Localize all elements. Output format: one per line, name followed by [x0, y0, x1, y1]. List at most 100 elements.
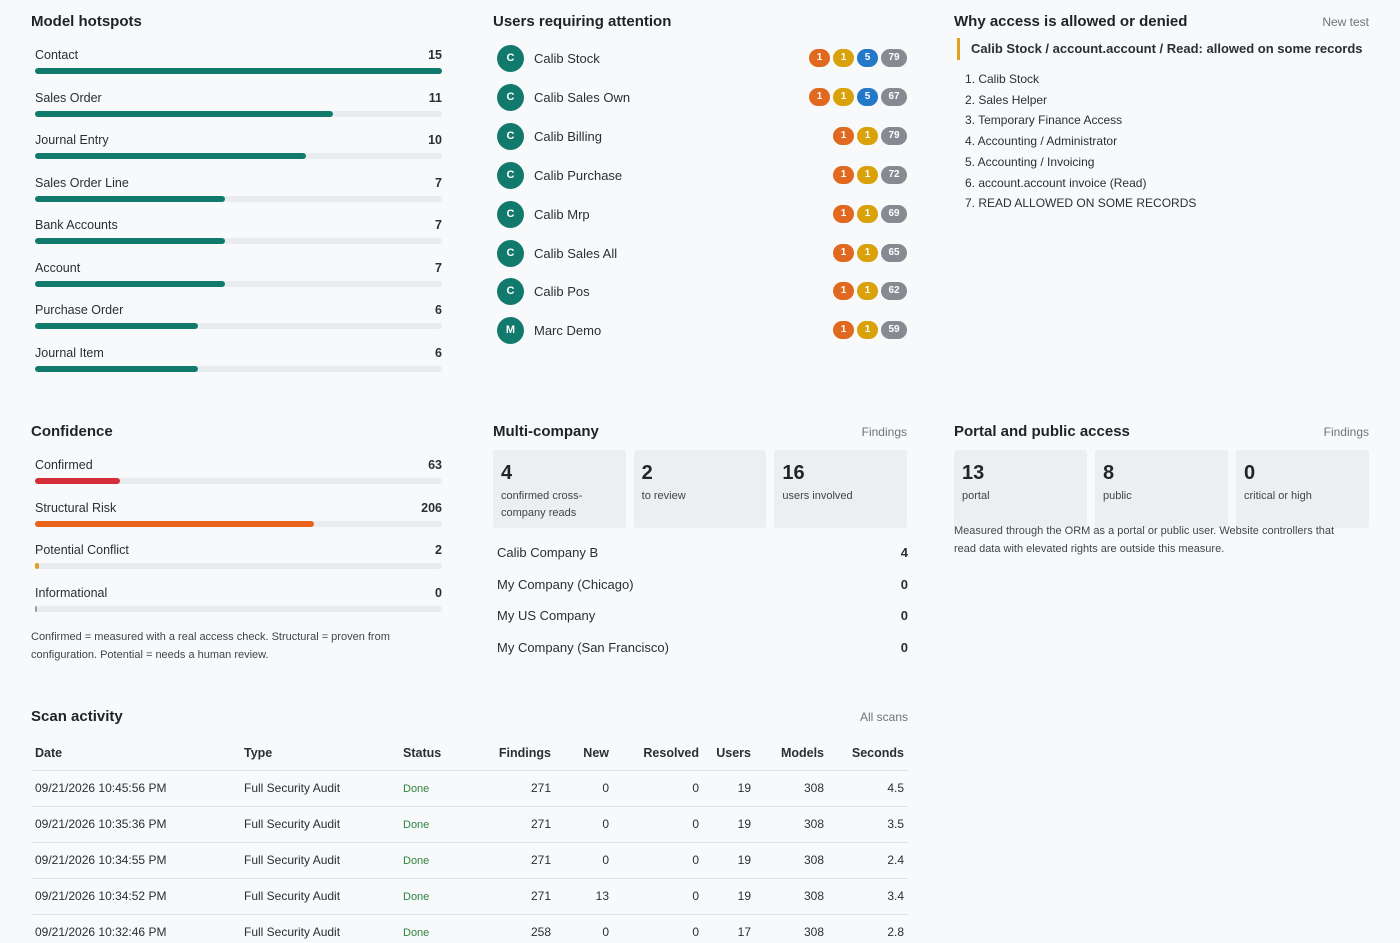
user-badges: 1 1 79	[833, 126, 907, 145]
column-header[interactable]: Models	[755, 736, 828, 771]
user-name[interactable]: Calib Sales Own	[534, 89, 631, 105]
hotspot-row[interactable]: Sales Order Line 7	[35, 176, 442, 216]
table-cell: 0	[613, 842, 703, 879]
table-cell: 0	[555, 914, 613, 943]
hotspot-bar-fill	[35, 238, 225, 244]
why-heading: Calib Stock / account.account / Read: al…	[957, 38, 1371, 60]
table-cell: Full Security Audit	[240, 878, 399, 915]
hotspot-row[interactable]: Bank Accounts 7	[35, 218, 442, 258]
count-badge: 5	[857, 87, 878, 106]
hotspot-label: Account	[35, 260, 81, 275]
confidence-bar-track	[35, 478, 442, 484]
hotspot-value: 11	[428, 90, 442, 105]
user-row[interactable]: C Calib Sales All 1 1 65	[497, 239, 907, 270]
user-row[interactable]: C Calib Mrp 1 1 69	[497, 200, 907, 231]
new-test-link[interactable]: New test	[1322, 15, 1369, 29]
user-name[interactable]: Calib Purchase	[534, 167, 623, 183]
user-badges: 1 1 72	[833, 165, 907, 184]
stat-number: 0	[1244, 462, 1256, 484]
table-cell: 271	[465, 806, 555, 843]
confidence-bar-fill	[35, 478, 121, 484]
users-attention-title: Users requiring attention	[493, 13, 672, 30]
confidence-label: Potential Conflict	[35, 543, 129, 557]
column-header[interactable]: Status	[399, 736, 465, 771]
hotspot-bar-fill	[35, 323, 198, 329]
column-header[interactable]: Findings	[465, 736, 555, 771]
user-row[interactable]: M Marc Demo 1 1 59	[497, 317, 907, 347]
hotspot-row[interactable]: Purchase Order 6	[35, 303, 442, 343]
confidence-bar-track	[35, 520, 442, 527]
column-header[interactable]: Resolved	[613, 736, 703, 771]
confidence-bar-fill	[35, 605, 38, 612]
count-badge: 1	[857, 321, 878, 340]
stat-number: 4	[501, 462, 513, 484]
hotspot-bar-fill	[35, 280, 225, 287]
user-name[interactable]: Calib Billing	[534, 128, 602, 144]
status-badge: Done	[403, 891, 430, 903]
column-header[interactable]: Seconds	[828, 736, 908, 771]
count-badge: 1	[857, 165, 878, 184]
confidence-value: 63	[428, 458, 442, 472]
column-header[interactable]: New	[555, 736, 613, 771]
hotspot-row[interactable]: Account 7	[35, 261, 442, 301]
table-row[interactable]: 09/21/2026 10:45:56 PM Full Security Audi…	[31, 770, 908, 807]
confidence-row[interactable]: Informational 0	[35, 586, 442, 626]
table-cell: 0	[555, 842, 613, 879]
table-cell: 258	[465, 914, 555, 943]
table-row[interactable]: 09/21/2026 10:34:52 PM Full Security Audi…	[31, 878, 908, 915]
user-row[interactable]: C Calib Purchase 1 1 72	[497, 161, 907, 192]
company-row[interactable]: Calib Company B 4	[497, 545, 908, 565]
all-scans-link[interactable]: All scans	[859, 710, 908, 724]
confidence-bar-fill	[35, 563, 40, 569]
user-name[interactable]: Calib Pos	[534, 284, 590, 300]
count-badge: 79	[881, 49, 907, 67]
multi-company-findings-link[interactable]: Findings	[861, 425, 907, 439]
table-row[interactable]: 09/21/2026 10:34:55 PM Full Security Audi…	[31, 842, 908, 879]
column-header[interactable]: Type	[240, 736, 399, 771]
confidence-row[interactable]: Structural Risk 206	[35, 501, 442, 541]
user-name[interactable]: Calib Stock	[534, 51, 600, 66]
user-row[interactable]: C Calib Stock 1 1 5 79	[497, 45, 907, 75]
confidence-label: Informational	[35, 585, 108, 600]
count-badge: 72	[881, 165, 907, 184]
hotspot-row[interactable]: Sales Order 11	[35, 91, 442, 131]
hotspot-row[interactable]: Journal Entry 10	[35, 133, 442, 173]
count-badge: 79	[881, 126, 907, 145]
user-row[interactable]: C Calib Pos 1 1 62	[497, 278, 907, 308]
table-cell: 0	[555, 806, 613, 843]
company-row[interactable]: My US Company 0	[497, 608, 908, 628]
user-name[interactable]: Calib Sales All	[534, 245, 618, 261]
company-row[interactable]: My Company (San Francisco) 0	[497, 640, 908, 660]
avatar: C	[497, 239, 524, 267]
scan-table: Date Type Status Findings New Resolved Users Mo…	[31, 736, 908, 943]
avatar: M	[497, 317, 524, 345]
table-cell: 308	[755, 878, 828, 915]
count-badge: 1	[833, 165, 854, 184]
table-cell: Done	[399, 770, 465, 807]
company-row[interactable]: My Company (Chicago) 0	[497, 577, 908, 597]
confidence-label: Confirmed	[35, 458, 93, 472]
hotspot-value: 10	[428, 133, 442, 147]
user-name[interactable]: Marc Demo	[534, 323, 602, 339]
company-name: My Company (San Francisco)	[497, 640, 669, 656]
hotspot-row[interactable]: Journal Item 6	[35, 346, 442, 386]
user-row[interactable]: C Calib Sales Own 1 1 5 67	[497, 83, 907, 114]
hotspot-row[interactable]: Contact 15	[35, 48, 442, 88]
table-row[interactable]: 09/21/2026 10:32:46 PM Full Security Audi…	[31, 914, 908, 943]
table-cell: 19	[703, 842, 755, 879]
column-header[interactable]: Date	[31, 736, 240, 771]
column-header[interactable]: Users	[703, 736, 755, 771]
table-row[interactable]: 09/21/2026 10:35:36 PM Full Security Audi…	[31, 806, 908, 843]
confidence-row[interactable]: Potential Conflict 2	[35, 543, 442, 583]
confidence-value: 2	[435, 543, 442, 557]
portal-panel: Portal and public access Findings 13 port…	[954, 423, 1369, 563]
user-row[interactable]: C Calib Billing 1 1 79	[497, 122, 907, 153]
hotspot-bar-track	[35, 195, 442, 202]
hotspot-bar-track	[35, 323, 442, 329]
confidence-row[interactable]: Confirmed 63	[35, 458, 442, 498]
user-name[interactable]: Calib Mrp	[534, 206, 590, 222]
count-badge: 67	[881, 87, 907, 106]
portal-findings-link[interactable]: Findings	[1323, 425, 1369, 439]
table-cell: 19	[703, 806, 755, 843]
table-cell: 308	[755, 914, 828, 943]
